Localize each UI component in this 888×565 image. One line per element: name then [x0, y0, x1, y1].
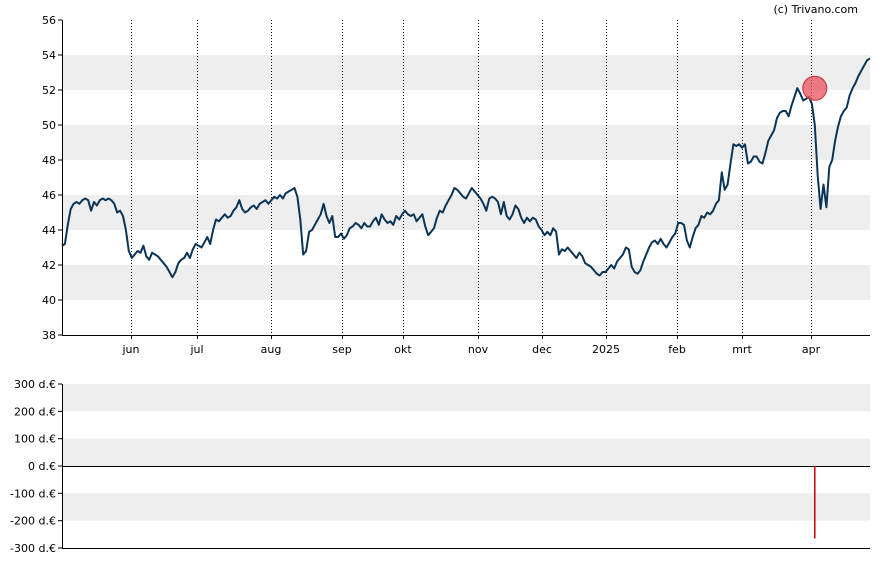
background-band [62, 265, 870, 300]
x-tick-label: jul [189, 343, 203, 356]
y-tick-label: 50 [42, 119, 56, 132]
y-tick-label: 56 [42, 14, 56, 27]
y-tick-label: -300 d.€ [10, 542, 56, 555]
background-band [62, 384, 870, 412]
x-tick-label: nov [468, 343, 489, 356]
x-tick-label: apr [802, 343, 821, 356]
y-tick-label: 44 [42, 224, 56, 237]
credit-label: (c) Trivano.com [773, 3, 858, 16]
x-tick-label: okt [394, 343, 412, 356]
y-tick-label: 40 [42, 294, 56, 307]
background-band [62, 125, 870, 160]
y-tick-label: 46 [42, 189, 56, 202]
y-tick-label: 48 [42, 154, 56, 167]
background-band [62, 493, 870, 521]
x-tick-label: jun [122, 343, 140, 356]
background-band [62, 55, 870, 90]
price-line [61, 57, 871, 279]
event-marker [802, 75, 828, 101]
x-tick-label: feb [668, 343, 686, 356]
y-tick-label: -200 d.€ [10, 515, 56, 528]
y-tick-label: 0 d.€ [28, 460, 56, 473]
x-tick-label: aug [261, 343, 282, 356]
x-tick-label: dec [532, 343, 552, 356]
x-tick-label: 2025 [592, 343, 620, 356]
y-tick-label: 300 d.€ [14, 378, 56, 391]
y-tick-label: 100 d.€ [14, 433, 56, 446]
x-tick-label: sep [332, 343, 351, 356]
y-tick-label: 42 [42, 259, 56, 272]
y-tick-label: 54 [42, 49, 56, 62]
y-tick-label: 200 d.€ [14, 405, 56, 418]
y-tick-label: 38 [42, 329, 56, 342]
background-band [62, 438, 870, 466]
x-tick-label: mrt [732, 343, 752, 356]
y-tick-label: 52 [42, 84, 56, 97]
y-tick-label: -100 d.€ [10, 487, 56, 500]
background-band [62, 195, 870, 230]
